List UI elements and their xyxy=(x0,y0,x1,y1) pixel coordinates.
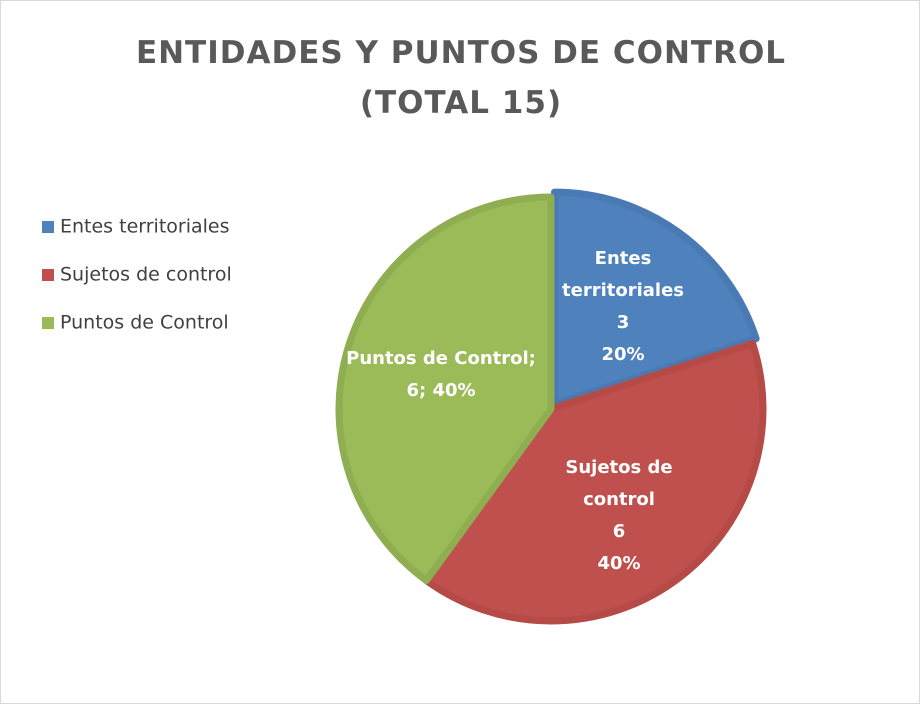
pie-slice xyxy=(335,193,555,585)
label-value: 6 xyxy=(612,521,626,542)
label-value: 6 xyxy=(406,380,419,401)
legend-text: Sujetos de control xyxy=(60,264,232,286)
label-percent: 20% xyxy=(601,344,645,365)
data-label: Entes territoriales 3 20% xyxy=(558,243,688,371)
label-percent: 40% xyxy=(432,380,476,401)
legend-marker xyxy=(42,221,54,233)
chart-title: ENTIDADES Y PUNTOS DE CONTROL xyxy=(136,35,786,71)
data-label: Sujetos de control 6 40% xyxy=(554,452,684,580)
label-category: Puntos de Control xyxy=(346,348,529,369)
legend-text: Puntos de Control xyxy=(60,312,229,334)
label-separator: ; xyxy=(418,380,433,401)
label-percent: 40% xyxy=(597,553,641,574)
label-category: Sujetos de control xyxy=(565,457,673,510)
label-separator: ; xyxy=(528,348,536,369)
legend-marker xyxy=(42,269,54,281)
data-label: Puntos de Control; 6; 40% xyxy=(346,343,536,407)
legend-marker xyxy=(42,317,54,329)
chart-title: (TOTAL 15) xyxy=(360,85,562,121)
label-category: Entes territoriales xyxy=(562,248,684,301)
pie-slice xyxy=(422,339,767,625)
label-value: 3 xyxy=(616,312,630,333)
legend-text: Entes territoriales xyxy=(60,216,230,238)
pie-slice xyxy=(551,188,760,408)
